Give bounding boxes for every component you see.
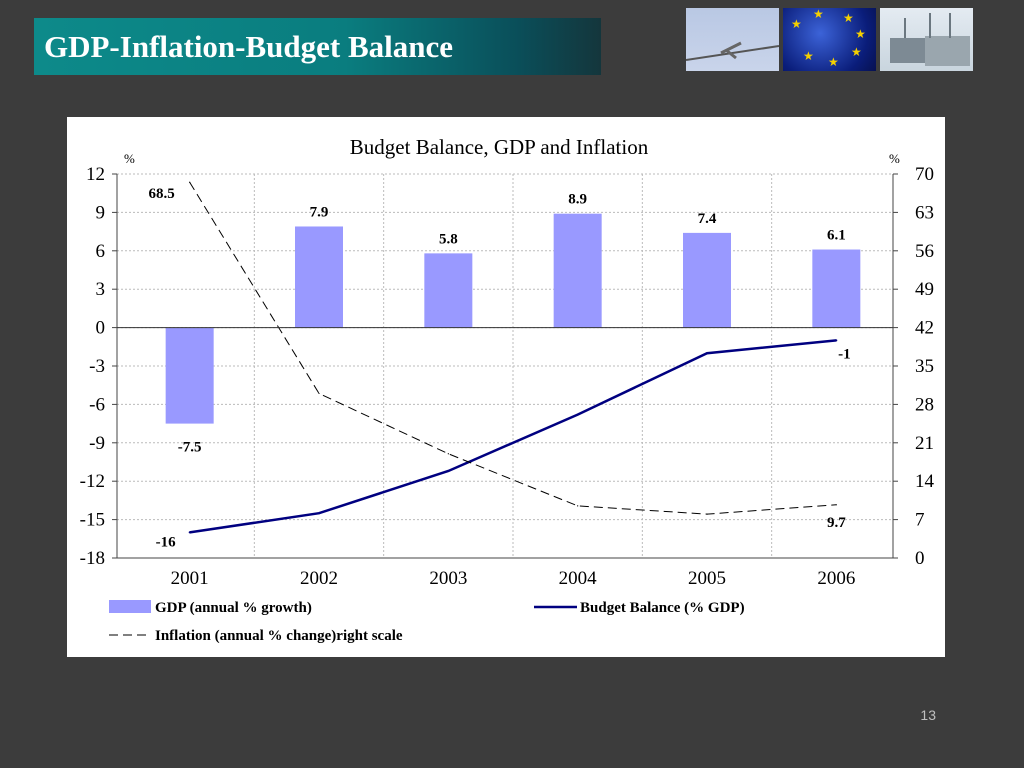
budget-balance-point — [318, 512, 320, 515]
inflation-point — [835, 504, 837, 506]
right-tick-label: 28 — [915, 394, 934, 415]
legend-budget-label: Budget Balance (% GDP) — [580, 600, 745, 616]
left-tick-label: 9 — [96, 202, 106, 223]
legend-gdp-swatch — [109, 600, 151, 613]
svg-text:★: ★ — [855, 27, 866, 41]
left-axis-unit: % — [124, 151, 135, 166]
budget-balance-point — [835, 339, 838, 342]
right-axis-unit: % — [889, 151, 900, 166]
left-tick-label: -6 — [89, 394, 105, 415]
budget-balance-line — [189, 339, 837, 534]
svg-text:★: ★ — [813, 8, 824, 21]
left-tick-label: -3 — [89, 356, 105, 377]
gdp-data-label: -7.5 — [178, 440, 202, 456]
left-tick-label: 3 — [96, 279, 106, 300]
x-tick-label: 2002 — [300, 568, 338, 589]
left-tick-label: -18 — [80, 548, 105, 569]
x-tick-label: 2001 — [171, 568, 209, 589]
x-tick-label: 2005 — [688, 568, 726, 589]
right-tick-label: 49 — [915, 279, 934, 300]
budget-balance-point — [576, 413, 579, 416]
slide-title: GDP-Inflation-Budget Balance — [44, 29, 454, 64]
right-tick-label: 63 — [915, 202, 934, 223]
x-tick-label: 2006 — [817, 568, 855, 589]
gdp-bar — [295, 226, 343, 328]
left-tick-label: -12 — [80, 471, 105, 492]
svg-text:★: ★ — [828, 55, 839, 69]
left-tick-label: 0 — [96, 318, 106, 339]
left-tick-label: -9 — [89, 433, 105, 454]
gdp-data-label: 7.9 — [310, 204, 329, 220]
inflation-point — [706, 513, 708, 515]
x-tick-label: 2003 — [429, 568, 467, 589]
chart-legend: GDP (annual % growth) Budget Balance (% G… — [109, 600, 745, 644]
inflation-point — [318, 392, 320, 395]
chart-svg: Budget Balance, GDP and Inflation % % 12… — [80, 135, 935, 644]
slide-title-box: GDP-Inflation-Budget Balance — [34, 18, 601, 75]
left-tick-label: 6 — [96, 241, 106, 262]
inflation-point — [189, 181, 191, 183]
svg-text:★: ★ — [803, 49, 814, 63]
right-tick-label: 0 — [915, 548, 925, 569]
budget-balance-point — [188, 531, 191, 534]
right-tick-label: 70 — [915, 164, 934, 185]
inflation-data-label: 9.7 — [827, 515, 846, 531]
right-tick-label: 7 — [915, 510, 925, 531]
budget-balance-point — [706, 352, 708, 355]
inflation-point — [577, 505, 579, 507]
svg-text:★: ★ — [791, 17, 802, 31]
left-tick-label: 12 — [86, 164, 105, 185]
right-tick-label: 42 — [915, 318, 934, 339]
right-tick-label: 56 — [915, 241, 934, 262]
gdp-data-label: 8.9 — [568, 192, 587, 208]
budget-data-label: -1 — [838, 346, 851, 362]
legend-gdp-label: GDP (annual % growth) — [155, 600, 312, 616]
x-tick-label: 2004 — [559, 568, 598, 589]
gdp-bar — [553, 213, 602, 328]
inflation-line — [189, 181, 837, 515]
eu-flag-photo: ★ ★ ★ ★ ★ ★ ★ — [783, 7, 876, 71]
right-tick-label: 35 — [915, 356, 934, 377]
cargo-ships-photo — [880, 8, 973, 71]
gdp-data-label: 5.8 — [439, 231, 458, 247]
legend-inflation-label: Inflation (annual % change)right scale — [155, 628, 403, 644]
gdp-data-label: 6.1 — [827, 228, 846, 244]
chart-title: Budget Balance, GDP and Inflation — [350, 135, 649, 159]
left-tick-label: -15 — [80, 510, 105, 531]
page-number: 13 — [920, 707, 936, 723]
right-tick-label: 14 — [915, 471, 935, 492]
svg-text:★: ★ — [851, 45, 862, 59]
inflation-data-label: 68.5 — [149, 186, 175, 202]
budget-balance-point — [447, 469, 450, 472]
budget-data-label: -16 — [156, 534, 176, 550]
inflation-point — [447, 453, 449, 455]
chart-panel: Budget Balance, GDP and Inflation % % 12… — [67, 117, 945, 657]
svg-text:★: ★ — [843, 11, 854, 25]
gdp-data-label: 7.4 — [698, 211, 717, 227]
gdp-bar — [165, 327, 214, 424]
right-tick-label: 21 — [915, 433, 934, 454]
header-photos: ★ ★ ★ ★ ★ ★ ★ — [685, 7, 973, 71]
airplane-photo — [685, 8, 780, 71]
gdp-bar — [424, 253, 473, 328]
gdp-bar — [683, 232, 731, 328]
gdp-bar — [812, 249, 861, 328]
